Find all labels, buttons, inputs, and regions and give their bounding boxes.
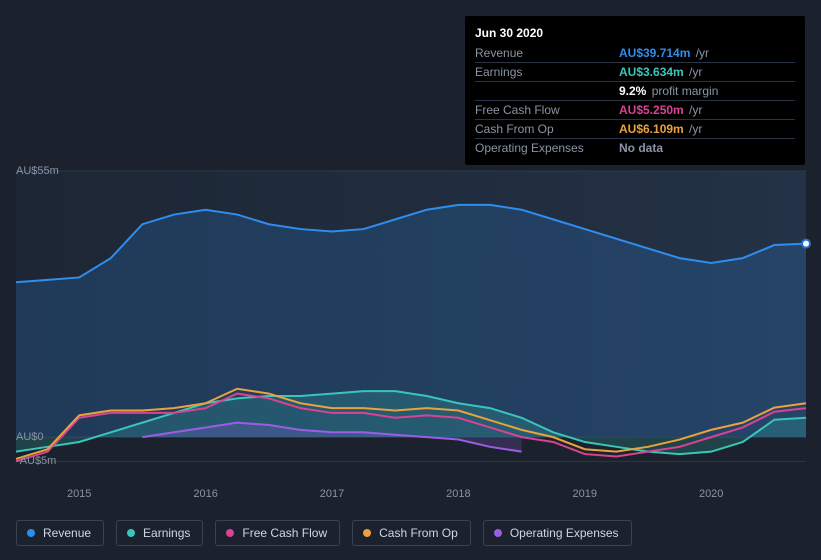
tooltip-value: 9.2% profit margin	[619, 82, 795, 101]
tooltip-value: AU$39.714m /yr	[619, 44, 795, 63]
legend-label: Free Cash Flow	[242, 526, 327, 540]
chart-tooltip: Jun 30 2020 RevenueAU$39.714m /yrEarning…	[465, 16, 805, 165]
x-axis-label: 2020	[699, 488, 723, 500]
tooltip-row: RevenueAU$39.714m /yr	[475, 44, 795, 63]
y-axis-label: -AU$5m	[16, 455, 56, 467]
x-axis-label: 2017	[320, 488, 344, 500]
legend-dot-icon	[494, 529, 502, 537]
financial-chart[interactable]: AU$55m AU$0 -AU$5m 2015 2016 2017 2018 2019 2020	[16, 150, 806, 500]
tooltip-table: RevenueAU$39.714m /yrEarningsAU$3.634m /…	[475, 44, 795, 157]
legend-dot-icon	[226, 529, 234, 537]
tooltip-row: Cash From OpAU$6.109m /yr	[475, 120, 795, 139]
tooltip-title: Jun 30 2020	[475, 24, 795, 44]
tooltip-row: EarningsAU$3.634m /yr	[475, 63, 795, 82]
legend-item-revenue[interactable]: Revenue	[16, 520, 104, 546]
x-axis-label: 2018	[446, 488, 470, 500]
chart-legend: Revenue Earnings Free Cash Flow Cash From O…	[16, 520, 632, 546]
legend-item-cfo[interactable]: Cash From Op	[352, 520, 471, 546]
legend-item-fcf[interactable]: Free Cash Flow	[215, 520, 340, 546]
tooltip-row: 9.2% profit margin	[475, 82, 795, 101]
tooltip-row: Free Cash FlowAU$5.250m /yr	[475, 101, 795, 120]
y-axis-label: AU$55m	[16, 165, 59, 177]
tooltip-value: AU$6.109m /yr	[619, 120, 795, 139]
legend-label: Operating Expenses	[510, 526, 619, 540]
legend-label: Earnings	[143, 526, 190, 540]
cursor-marker	[802, 240, 810, 248]
legend-dot-icon	[127, 529, 135, 537]
tooltip-metric: Earnings	[475, 63, 619, 82]
tooltip-value: AU$5.250m /yr	[619, 101, 795, 120]
tooltip-value: AU$3.634m /yr	[619, 63, 795, 82]
tooltip-metric: Cash From Op	[475, 120, 619, 139]
tooltip-metric: Revenue	[475, 44, 619, 63]
x-axis-label: 2015	[67, 488, 91, 500]
legend-dot-icon	[27, 529, 35, 537]
x-axis-label: 2019	[573, 488, 597, 500]
chart-svg[interactable]	[16, 171, 806, 471]
legend-dot-icon	[363, 529, 371, 537]
y-axis-label: AU$0	[16, 431, 44, 443]
tooltip-metric: Free Cash Flow	[475, 101, 619, 120]
x-axis-label: 2016	[193, 488, 217, 500]
legend-item-opex[interactable]: Operating Expenses	[483, 520, 632, 546]
legend-label: Cash From Op	[379, 526, 458, 540]
legend-label: Revenue	[43, 526, 91, 540]
legend-item-earnings[interactable]: Earnings	[116, 520, 203, 546]
tooltip-metric	[475, 82, 619, 101]
